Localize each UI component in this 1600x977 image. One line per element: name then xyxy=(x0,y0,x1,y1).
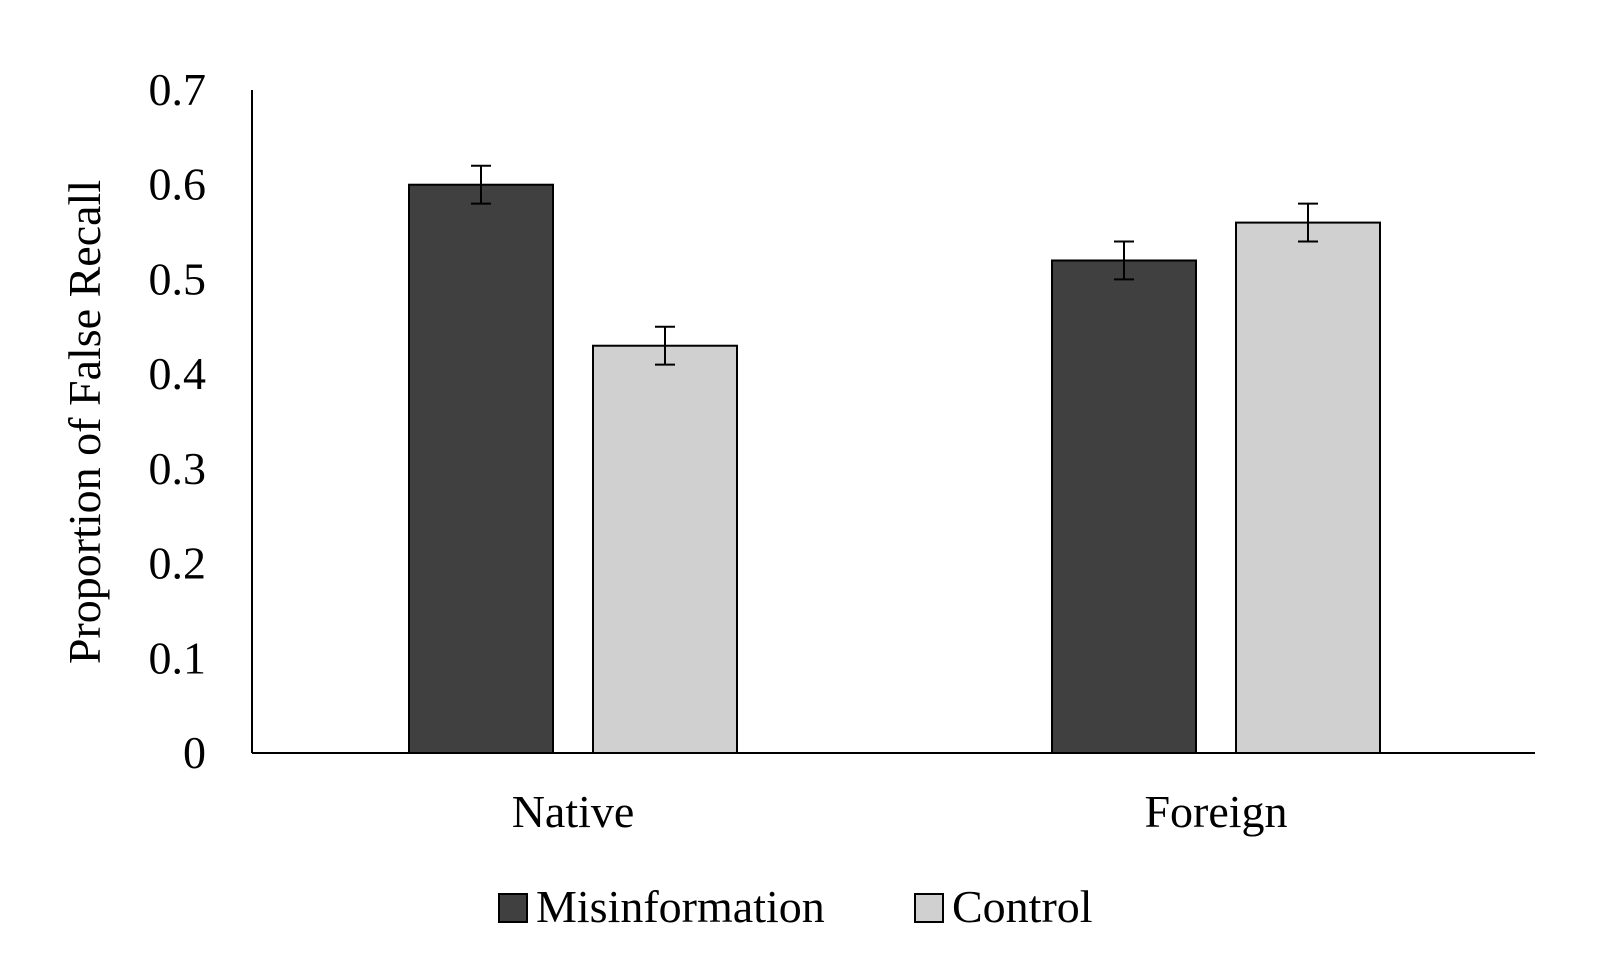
error-bar-control-native xyxy=(655,325,675,366)
error-bar-control-foreign xyxy=(1298,202,1318,243)
bar-control-foreign xyxy=(1235,221,1381,755)
y-tick-label: 0.1 xyxy=(149,632,207,683)
x-tick-label: Native xyxy=(512,786,635,837)
y-tick-label: 0 xyxy=(183,727,206,778)
bar-misinformation-native xyxy=(408,183,554,754)
y-axis-label: Proportion of False Recall xyxy=(59,180,110,664)
y-tick-label: 0.4 xyxy=(149,348,207,399)
legend-swatch xyxy=(498,893,528,923)
legend-item-misinformation: Misinformation xyxy=(498,881,825,932)
y-tick-label: 0.3 xyxy=(149,443,207,494)
bar-control-native xyxy=(592,344,738,754)
y-tick-label: 0.2 xyxy=(149,538,207,589)
legend-label: Control xyxy=(952,881,1093,932)
y-tick-label: 0.7 xyxy=(149,64,207,115)
y-tick-label: 0.5 xyxy=(149,253,207,304)
legend: Misinformation Control xyxy=(498,881,1093,932)
bar-misinformation-foreign xyxy=(1051,259,1197,754)
legend-swatch xyxy=(914,893,944,923)
x-tick-label: Foreign xyxy=(1144,786,1287,837)
legend-label: Misinformation xyxy=(536,881,825,932)
plot-area: 0 0.1 0.2 0.3 0.4 0.5 0.6 0.7 Native Foreign xyxy=(149,64,1535,837)
legend-item-control: Control xyxy=(914,881,1093,932)
error-bar-misinformation-native xyxy=(471,164,491,205)
error-bar-misinformation-foreign xyxy=(1114,240,1134,281)
y-tick-label: 0.6 xyxy=(149,159,207,210)
